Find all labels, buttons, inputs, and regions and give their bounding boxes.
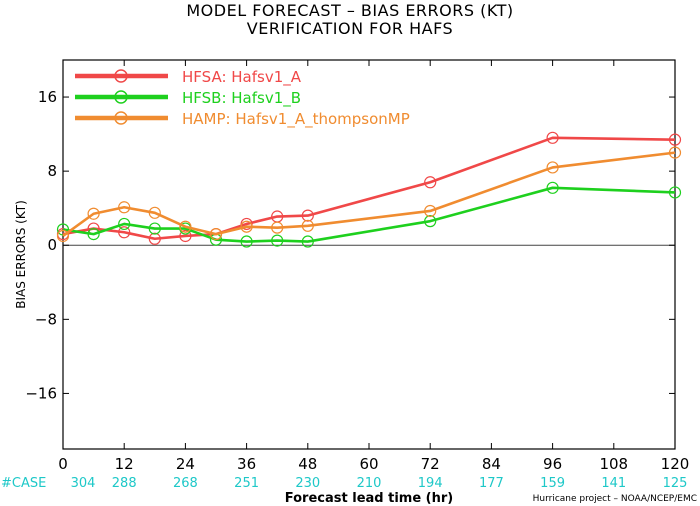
legend-marker bbox=[114, 111, 128, 125]
y-tick-label: 8 bbox=[47, 162, 57, 180]
y-tick-label: −8 bbox=[35, 310, 57, 328]
data-point bbox=[301, 209, 314, 222]
case-count: 159 bbox=[540, 476, 565, 491]
x-tick-label: 24 bbox=[176, 455, 195, 473]
data-point bbox=[668, 133, 682, 146]
case-count: 194 bbox=[418, 476, 443, 491]
x-tick-label: 36 bbox=[237, 455, 256, 473]
data-point bbox=[424, 215, 437, 228]
data-point bbox=[87, 207, 100, 220]
x-tick-label: 12 bbox=[115, 455, 134, 473]
data-point bbox=[668, 146, 682, 159]
case-count: 230 bbox=[295, 476, 320, 491]
x-tick-label: 108 bbox=[599, 455, 628, 473]
case-count: 251 bbox=[234, 476, 259, 491]
x-axis-label: Forecast lead time (hr) bbox=[285, 491, 453, 506]
y-tick-label: −16 bbox=[25, 384, 57, 402]
data-point bbox=[271, 221, 284, 234]
x-tick-label: 96 bbox=[543, 455, 562, 473]
data-point bbox=[148, 232, 161, 245]
data-point bbox=[240, 217, 253, 231]
data-point bbox=[148, 206, 161, 219]
case-count: 177 bbox=[479, 476, 504, 491]
x-tick-label: 84 bbox=[482, 455, 501, 473]
data-point bbox=[668, 186, 682, 199]
data-point bbox=[118, 217, 131, 231]
credit-text: Hurricane project – NOAA/NCEP/EMC bbox=[533, 494, 697, 504]
y-axis-label: BIAS ERRORS (KT) bbox=[14, 200, 28, 309]
legend-marker bbox=[114, 69, 128, 83]
data-point bbox=[424, 204, 437, 218]
data-point bbox=[271, 234, 284, 247]
data-point bbox=[87, 228, 100, 241]
x-tick-label: 0 bbox=[58, 455, 68, 473]
case-count: 268 bbox=[173, 476, 198, 491]
case-count: 210 bbox=[357, 476, 382, 491]
x-tick-label: 48 bbox=[298, 455, 317, 473]
x-tick-label: 72 bbox=[421, 455, 440, 473]
x-tick-label: 60 bbox=[359, 455, 378, 473]
legend-entry: HFSB: Hafsv1_B bbox=[75, 89, 301, 108]
case-count: 288 bbox=[112, 476, 137, 491]
legend-entry: HAMP: Hafsv1_A_thompsonMP bbox=[75, 110, 410, 129]
legend-label: HFSA: Hafsv1_A bbox=[182, 68, 302, 87]
data-point bbox=[209, 228, 223, 241]
case-count: 125 bbox=[663, 476, 688, 491]
data-point bbox=[148, 222, 161, 235]
data-point bbox=[546, 181, 559, 194]
data-point bbox=[301, 235, 314, 248]
y-tick-label: 0 bbox=[47, 236, 57, 254]
data-point bbox=[240, 235, 253, 248]
y-tick-label: 16 bbox=[38, 88, 57, 106]
case-count: 141 bbox=[601, 476, 626, 491]
legend-label: HAMP: Hafsv1_A_thompsonMP bbox=[182, 110, 410, 129]
data-point bbox=[546, 161, 559, 174]
data-point bbox=[301, 219, 314, 232]
data-point bbox=[546, 131, 559, 144]
data-point bbox=[118, 226, 131, 239]
data-point bbox=[179, 220, 192, 233]
chart-subtitle: VERIFICATION FOR HAFS bbox=[246, 19, 454, 38]
legend-label: HFSB: Hafsv1_B bbox=[182, 89, 301, 108]
data-point bbox=[118, 201, 131, 214]
data-point bbox=[56, 229, 70, 243]
data-point bbox=[424, 176, 437, 189]
series-2 bbox=[56, 146, 682, 243]
case-count: 304 bbox=[71, 476, 96, 491]
chart-title: MODEL FORECAST – BIAS ERRORS (KT) bbox=[186, 1, 514, 20]
case-label: #CASE bbox=[1, 476, 46, 491]
data-point bbox=[179, 229, 192, 243]
x-tick-label: 120 bbox=[661, 455, 690, 473]
legend-marker bbox=[114, 90, 128, 104]
legend-entry: HFSA: Hafsv1_A bbox=[75, 68, 302, 87]
data-point bbox=[240, 220, 253, 233]
